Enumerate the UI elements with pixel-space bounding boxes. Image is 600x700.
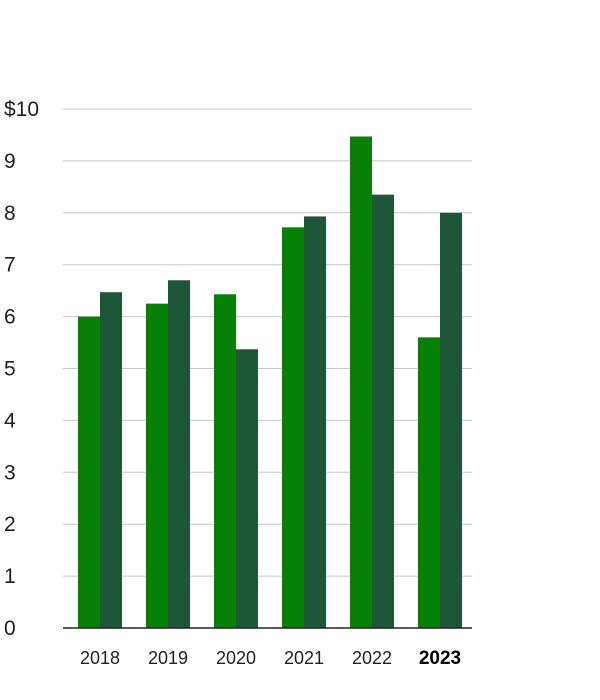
x-tick-label: 2023 [419, 648, 461, 669]
bar-2020-series-2 [236, 349, 258, 628]
bar-2021-series-1 [282, 227, 304, 628]
bar-2023-series-1 [418, 337, 440, 628]
y-tick-label: 5 [4, 358, 16, 381]
bar-2022-series-2 [372, 194, 394, 628]
y-tick-label: 3 [4, 461, 16, 484]
bar-2018-series-2 [100, 292, 122, 628]
x-tick-label: 2018 [80, 648, 120, 668]
y-axis-ticks: 0 1 2 3 4 5 6 7 8 9 $10 [4, 98, 39, 640]
y-tick-label: 9 [4, 150, 16, 173]
bar-2023-series-2 [440, 212, 462, 629]
x-tick-label: 2022 [352, 648, 392, 668]
y-tick-label: 4 [4, 409, 16, 432]
bar-2019-series-1 [146, 303, 168, 628]
x-tick-label: 2021 [284, 648, 324, 668]
bar-2018-series-1 [78, 316, 100, 628]
bar-2021-series-2 [304, 216, 326, 629]
y-tick-label: 6 [4, 306, 16, 329]
x-tick-label: 2020 [216, 648, 256, 668]
y-tick-label: $10 [4, 98, 39, 121]
x-axis-ticks: 2018 2019 2020 2021 2022 2023 [80, 648, 461, 669]
gridlines [63, 108, 472, 577]
bars [78, 136, 462, 629]
x-tick-label: 2019 [148, 648, 188, 668]
bar-2019-series-2 [168, 280, 190, 628]
y-tick-label: 2 [4, 513, 16, 536]
bar-2022-series-1 [350, 136, 372, 628]
y-tick-label: 8 [4, 202, 16, 225]
y-tick-label: 0 [4, 617, 16, 640]
bar-2020-series-1 [214, 294, 236, 628]
y-tick-label: 7 [4, 254, 16, 277]
y-tick-label: 1 [4, 565, 16, 588]
